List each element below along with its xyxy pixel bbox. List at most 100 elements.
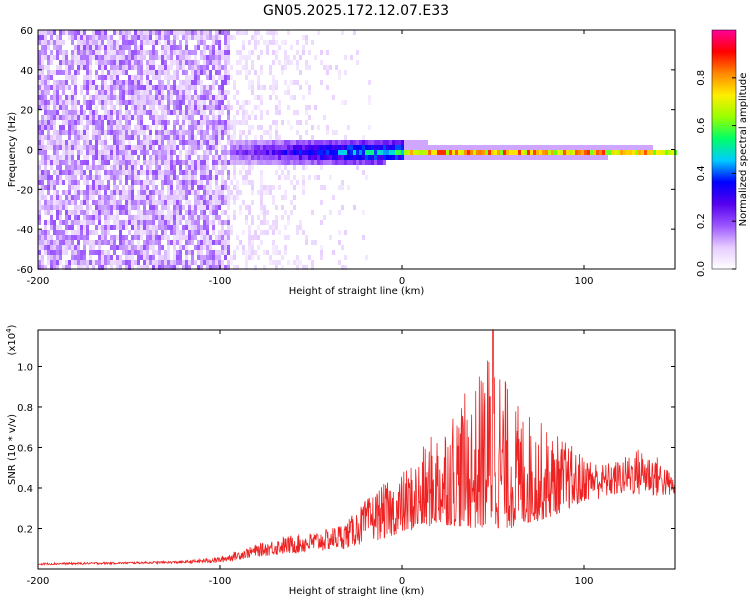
heatmap-cell — [83, 50, 86, 55]
heatmap-cell — [221, 90, 224, 95]
heatmap-cell — [245, 30, 248, 35]
heatmap-cell — [371, 140, 374, 145]
heatmap-cell — [167, 30, 170, 35]
heatmap-cell — [179, 180, 182, 185]
heatmap-cell — [143, 195, 146, 200]
heatmap-cell — [125, 105, 128, 110]
heatmap-cell — [212, 65, 215, 70]
heatmap-cell — [41, 150, 44, 155]
heatmap-cell — [62, 250, 65, 255]
heatmap-cell — [143, 125, 146, 130]
heatmap-cell — [179, 170, 182, 175]
heatmap-cell — [179, 235, 182, 240]
heatmap-cell — [68, 130, 71, 135]
heatmap-cell — [170, 95, 173, 100]
heatmap-cell — [95, 60, 98, 65]
heatmap-cell — [587, 155, 590, 160]
heatmap-cell — [236, 90, 239, 95]
heatmap-cell — [185, 75, 188, 80]
heatmap-cell — [224, 210, 227, 215]
heatmap-cell — [224, 30, 227, 35]
heatmap-cell — [269, 145, 272, 150]
heatmap-cell — [110, 40, 113, 45]
heatmap-cell — [227, 175, 230, 180]
heatmap-cell — [179, 165, 182, 170]
heatmap-cell — [209, 35, 212, 40]
heatmap-cell — [236, 195, 239, 200]
heatmap-x-axis-label: Height of straight line (km) — [289, 286, 425, 297]
heatmap-cell — [185, 60, 188, 65]
heatmap-cell — [56, 150, 59, 155]
heatmap-cell — [341, 30, 344, 35]
heatmap-cell — [542, 155, 545, 160]
heatmap-cell — [44, 75, 47, 80]
heatmap-cell — [269, 255, 272, 260]
heatmap-cell — [149, 190, 152, 195]
heatmap-cell — [248, 165, 251, 170]
heatmap-cell — [161, 195, 164, 200]
heatmap-cell — [224, 50, 227, 55]
heatmap-cell — [80, 170, 83, 175]
heatmap-cell — [125, 195, 128, 200]
heatmap-cell — [203, 130, 206, 135]
heatmap-cell — [242, 175, 245, 180]
heatmap-cell — [86, 145, 89, 150]
heatmap-cell — [200, 265, 203, 270]
heatmap-cell — [92, 165, 95, 170]
heatmap-cell — [143, 225, 146, 230]
y-tick-label: 0 — [27, 146, 33, 157]
heatmap-cell — [131, 185, 134, 190]
heatmap-cell — [332, 95, 335, 100]
heatmap-cell — [200, 245, 203, 250]
heatmap-cell — [137, 205, 140, 210]
heatmap-cell — [131, 160, 134, 165]
heatmap-cell — [68, 150, 71, 155]
heatmap-cell — [581, 145, 584, 150]
heatmap-cell — [209, 30, 212, 35]
heatmap-cell — [89, 50, 92, 55]
heatmap-cell — [62, 200, 65, 205]
heatmap-cell — [200, 35, 203, 40]
heatmap-cell — [191, 215, 194, 220]
heatmap-cell — [62, 235, 65, 240]
heatmap-cell — [134, 160, 137, 165]
heatmap-cell — [197, 220, 200, 225]
colorbar: 0.00.20.40.60.8 Normalized spectral ampl… — [696, 29, 749, 277]
heatmap-cell — [65, 200, 68, 205]
heatmap-cell — [197, 205, 200, 210]
heatmap-cell — [137, 50, 140, 55]
heatmap-cell — [167, 160, 170, 165]
heatmap-cell — [194, 150, 197, 155]
heatmap-cell — [179, 150, 182, 155]
heatmap-cell — [143, 100, 146, 105]
heatmap-cell — [176, 255, 179, 260]
heatmap-cell — [170, 180, 173, 185]
heatmap-cell — [557, 155, 560, 160]
heatmap-cell — [206, 250, 209, 255]
heatmap-cell — [284, 160, 287, 165]
heatmap-cell — [224, 185, 227, 190]
heatmap-cell — [38, 215, 41, 220]
heatmap-cell — [113, 65, 116, 70]
heatmap-cell — [98, 55, 101, 60]
heatmap-cell — [164, 230, 167, 235]
heatmap-cell — [227, 60, 230, 65]
heatmap-cell — [245, 215, 248, 220]
heatmap-cell — [173, 145, 176, 150]
heatmap-cell — [365, 160, 368, 165]
heatmap-cell — [74, 210, 77, 215]
heatmap-cell — [47, 100, 50, 105]
heatmap-cell — [197, 245, 200, 250]
heatmap-cell — [80, 85, 83, 90]
heatmap-cell — [242, 40, 245, 45]
heatmap-cell — [128, 40, 131, 45]
heatmap-cell — [365, 175, 368, 180]
heatmap-cell — [230, 195, 233, 200]
heatmap-cell — [227, 200, 230, 205]
heatmap-cell — [170, 130, 173, 135]
heatmap-cell — [56, 40, 59, 45]
heatmap-cell — [389, 145, 392, 150]
heatmap-cell — [200, 225, 203, 230]
heatmap-cell — [152, 195, 155, 200]
heatmap-cell — [260, 35, 263, 40]
